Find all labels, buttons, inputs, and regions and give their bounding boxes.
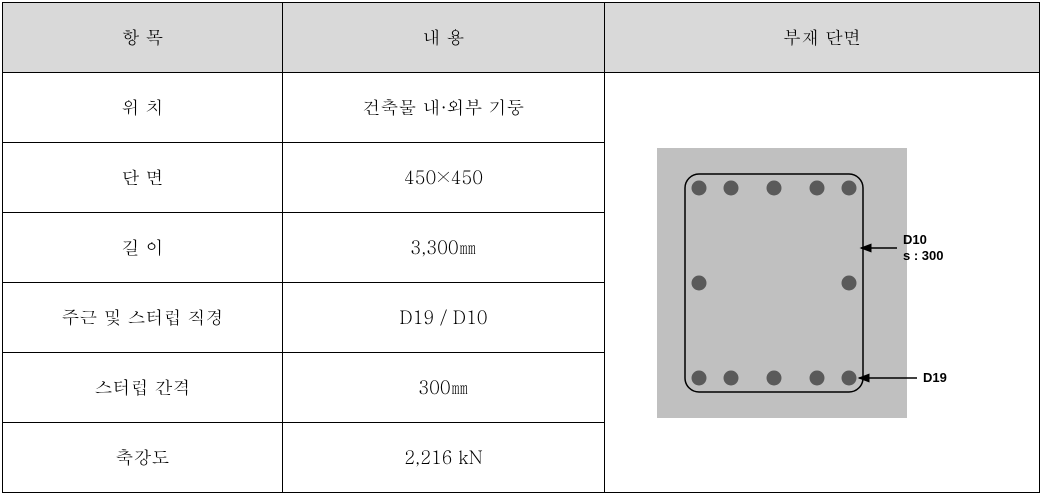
table-row: 위 치 건축물 내·외부 기둥 D10s : 300D19 <box>3 73 1040 143</box>
spec-table: 항 목 내 용 부재 단면 위 치 건축물 내·외부 기둥 D10s : 300… <box>2 2 1040 493</box>
row-value: D19 / D10 <box>283 283 605 353</box>
row-value: 450×450 <box>283 143 605 213</box>
row-label: 스터럽 간격 <box>3 353 283 423</box>
header-section: 부재 단면 <box>605 3 1040 73</box>
row-value: 건축물 내·외부 기둥 <box>283 73 605 143</box>
row-value: 3,300㎜ <box>283 213 605 283</box>
diagram-wrap: D10s : 300 D19 <box>605 73 1039 492</box>
row-label: 위 치 <box>3 73 283 143</box>
row-value: 2,216 kN <box>283 423 605 493</box>
section-diagram-cell: D10s : 300 D19 <box>605 73 1040 493</box>
svg-text:D19: D19 <box>923 370 947 385</box>
column-section-diagram: D10s : 300 D19 <box>657 148 987 418</box>
row-value: 300㎜ <box>283 353 605 423</box>
svg-text:D10: D10 <box>903 232 927 247</box>
header-content: 내 용 <box>283 3 605 73</box>
svg-text:s : 300: s : 300 <box>903 248 943 263</box>
row-label: 단 면 <box>3 143 283 213</box>
row-label: 길 이 <box>3 213 283 283</box>
row-label: 축강도 <box>3 423 283 493</box>
header-item: 항 목 <box>3 3 283 73</box>
row-label: 주근 및 스터럽 직경 <box>3 283 283 353</box>
